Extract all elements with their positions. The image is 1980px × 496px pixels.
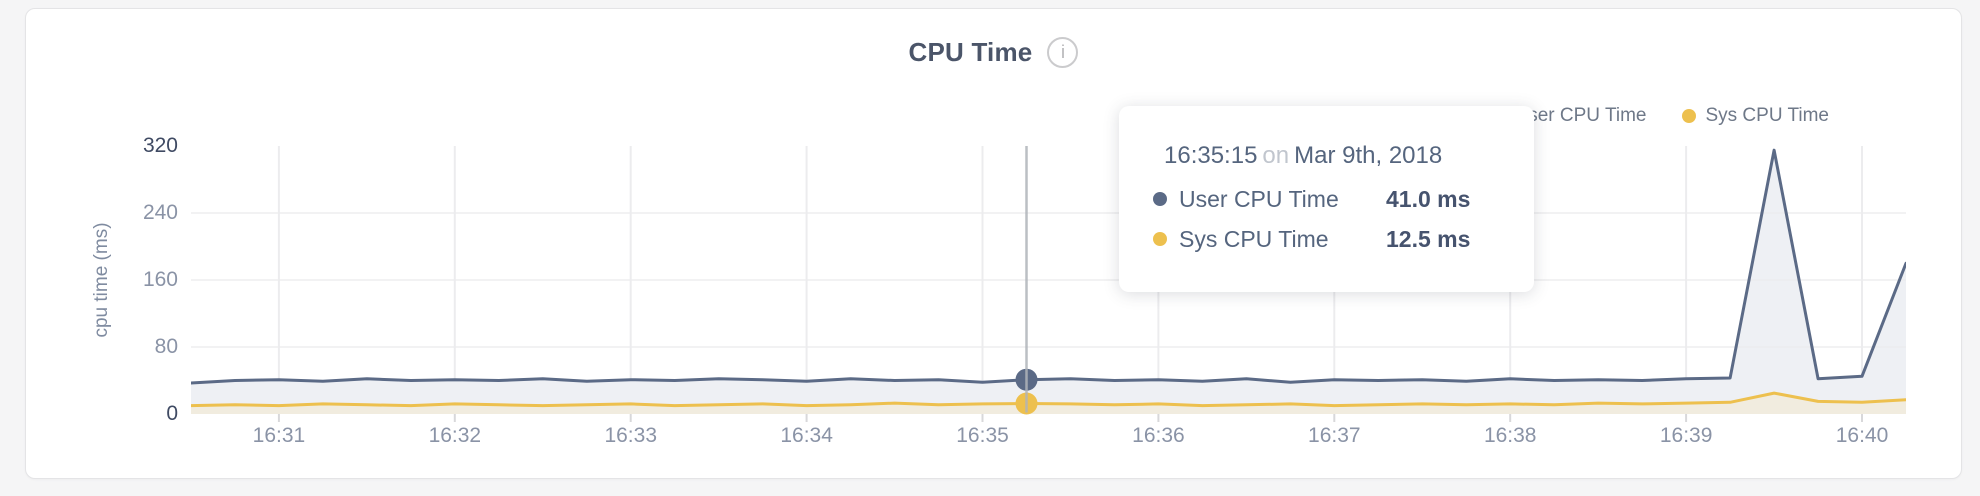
tooltip-time: 16:35:15: [1164, 142, 1258, 169]
y-axis-title: cpu time (ms): [91, 222, 112, 338]
hover-tooltip: 16:35:15 on Mar 9th, 2018 User CPU Time 41.…: [1119, 106, 1534, 292]
x-tick-label: 16:35: [956, 424, 1009, 447]
user-cpu-time-tooltip-dot: [1153, 192, 1167, 206]
x-tick-label: 16:40: [1835, 424, 1889, 447]
sys-cpu-time-legend-dot: [1682, 109, 1697, 123]
x-tick-label: 16:36: [1132, 424, 1185, 447]
plot-area[interactable]: [191, 146, 1906, 422]
x-tick-label: 16:37: [1308, 424, 1361, 447]
legend-label: Sys CPU Time: [1705, 105, 1829, 126]
x-tick-label: 16:33: [604, 424, 658, 447]
x-tick-label: 16:31: [252, 424, 306, 447]
x-tick-label: 16:38: [1483, 424, 1537, 447]
info-icon[interactable]: i: [1047, 37, 1079, 68]
y-tick-label: 320: [142, 134, 178, 157]
y-tick-label: 0: [166, 402, 178, 425]
tooltip-date: Mar 9th, 2018: [1294, 142, 1443, 169]
x-tick-label: 16:34: [780, 424, 833, 447]
tooltip-rows: User CPU Time 41.0 ms Sys CPU Time 12.5 ms: [1119, 179, 1534, 259]
tooltip-series-value: 41.0 ms: [1386, 185, 1471, 212]
x-tick-label: 16:32: [428, 424, 482, 447]
cpu-time-chart-card: CPU Time i User CPU Time Sys CPU Time cpu…: [25, 8, 1962, 479]
legend: User CPU Time Sys CPU Time: [1491, 105, 1829, 127]
tooltip-series-name: User CPU Time: [1179, 185, 1339, 212]
sys-cpu-time-tooltip-dot: [1153, 232, 1167, 246]
chart-header: CPU Time i: [26, 37, 1961, 68]
tooltip-conjunction: on: [1262, 142, 1290, 169]
tooltip-series-name: Sys CPU Time: [1179, 225, 1329, 252]
tooltip-header: 16:35:15 on Mar 9th, 2018: [1164, 142, 1534, 170]
tooltip-row-sys-cpu-time: Sys CPU Time 12.5 ms: [1153, 219, 1534, 259]
y-tick-label: 80: [154, 335, 178, 358]
legend-label: User CPU Time: [1514, 105, 1647, 126]
legend-item-sys-cpu-time[interactable]: Sys CPU Time: [1682, 105, 1829, 127]
tooltip-series-value: 12.5 ms: [1386, 225, 1471, 252]
x-tick-label: 16:39: [1659, 424, 1713, 447]
sys-cpu-time-area: [191, 393, 1906, 414]
user-cpu-time-line: [191, 148, 1906, 385]
sys-cpu-time-line: [191, 391, 1906, 408]
tooltip-row-user-cpu-time: User CPU Time 41.0 ms: [1153, 179, 1534, 219]
user-cpu-time-area: [191, 150, 1906, 414]
chart-title: CPU Time: [908, 37, 1033, 67]
